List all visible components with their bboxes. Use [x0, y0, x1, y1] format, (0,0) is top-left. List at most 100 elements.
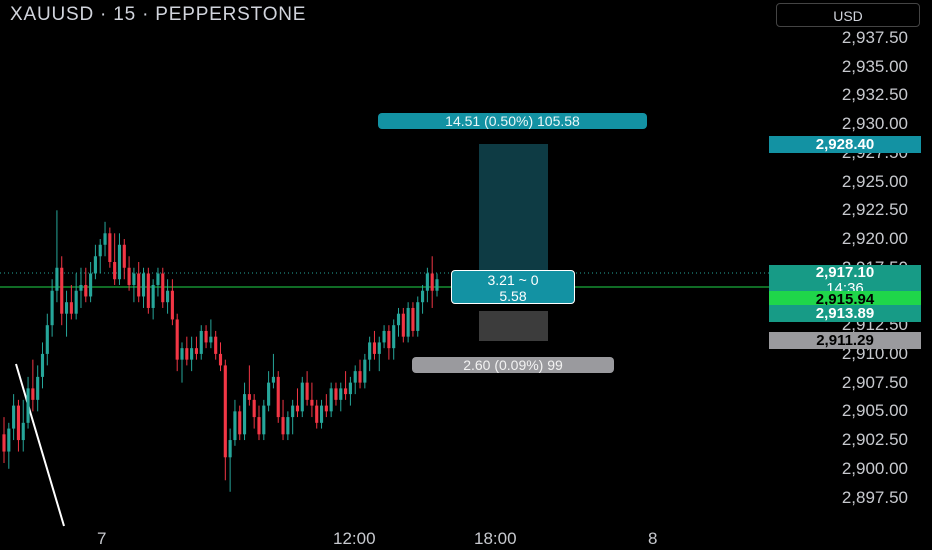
- candle-body: [416, 302, 420, 331]
- candle-body: [93, 256, 97, 274]
- time-tick-7: 7: [97, 529, 107, 548]
- candle-body: [291, 405, 295, 418]
- candle-body: [353, 371, 357, 383]
- candles-group: [2, 210, 439, 492]
- candle-body: [430, 273, 434, 291]
- candle-body: [209, 336, 213, 343]
- candle-body: [305, 382, 309, 400]
- trend-line[interactable]: [15, 363, 65, 527]
- candle-body: [141, 273, 146, 297]
- candle-body: [40, 353, 45, 377]
- price-tick: 2,932.50: [841, 85, 908, 105]
- candle-body: [199, 330, 203, 354]
- candle-body: [127, 267, 131, 285]
- candle-body: [113, 262, 117, 280]
- candle-body: [64, 302, 69, 314]
- price-tick: 2,930.00: [841, 114, 908, 134]
- stop-price-tag: 2,911.29: [769, 332, 921, 349]
- candle-body: [435, 279, 439, 291]
- candle-body: [392, 325, 396, 349]
- candle-body: [185, 348, 189, 360]
- candle-body: [161, 273, 165, 303]
- stop-zone[interactable]: [479, 311, 548, 341]
- candle-body: [146, 273, 150, 308]
- candle-body: [324, 405, 328, 412]
- candle-body: [175, 319, 179, 360]
- candle-body: [382, 330, 386, 343]
- candle-body: [31, 388, 35, 400]
- candle-body: [228, 440, 232, 458]
- candle-body: [137, 273, 141, 297]
- candle-body: [26, 388, 30, 423]
- candle-body: [223, 365, 227, 458]
- candle-body: [396, 313, 401, 326]
- symbol-title[interactable]: XAUUSD · 15 · PEPPERSTONE: [10, 4, 307, 25]
- center-label[interactable]: 3.21 ~ 0 5.58: [451, 270, 575, 304]
- candle-body: [151, 284, 155, 308]
- candle-body: [372, 342, 377, 354]
- candle-body: [21, 422, 25, 441]
- candle-body: [214, 336, 218, 354]
- candle-body: [276, 376, 280, 418]
- candle-body: [170, 290, 174, 320]
- price-tick: 2,907.50: [841, 372, 908, 392]
- candle-body: [180, 348, 184, 360]
- entry-price-tag: 2,915.94: [769, 291, 921, 308]
- candle-body: [50, 290, 54, 326]
- candle-body: [74, 290, 78, 314]
- candle-body: [218, 353, 223, 366]
- candle-body: [358, 371, 362, 383]
- target-label[interactable]: 14.51 (0.50%) 105.58: [378, 113, 647, 129]
- candle-body: [2, 434, 6, 452]
- candle-body: [55, 267, 59, 291]
- candle-body: [315, 405, 319, 423]
- price-tick: 2,922.50: [841, 200, 908, 220]
- candle-body: [12, 405, 16, 429]
- candle-body: [60, 267, 64, 314]
- last-price-value: 2,917.10: [815, 264, 875, 281]
- candle-body: [16, 405, 20, 441]
- candle-body: [194, 348, 199, 354]
- candle-body: [368, 342, 372, 360]
- candle-body: [117, 244, 122, 280]
- candle-body: [339, 388, 343, 400]
- target-zone[interactable]: [479, 144, 548, 287]
- candle-body: [267, 382, 271, 406]
- candle-body: [103, 233, 107, 245]
- price-tick: 2,897.50: [841, 487, 908, 507]
- candle-body: [242, 394, 247, 435]
- candle-body: [348, 382, 352, 395]
- time-tick-8: 8: [648, 529, 658, 548]
- price-tick: 2,902.50: [841, 430, 908, 450]
- candle-body: [401, 313, 405, 337]
- candle-body: [411, 307, 415, 331]
- candle-body: [257, 417, 261, 435]
- price-tick: 2,920.00: [841, 229, 908, 249]
- price-tick: 2,900.00: [841, 458, 908, 478]
- price-tick: 2,905.00: [841, 401, 908, 421]
- candle-body: [286, 417, 290, 435]
- time-tick-1800: 18:00: [474, 529, 517, 548]
- candle-body: [36, 376, 40, 400]
- candle-body: [310, 399, 314, 406]
- position-line-tag: 2,913.89: [769, 305, 921, 322]
- center-label-line2: 5.58: [499, 288, 527, 304]
- center-label-line1: 3.21 ~ 0: [487, 272, 539, 288]
- candle-body: [363, 359, 367, 383]
- candle-body: [79, 284, 83, 291]
- target-price-tag: 2,928.40: [769, 136, 921, 153]
- candle-body: [387, 330, 391, 349]
- candle-body: [84, 284, 88, 297]
- candle-body: [122, 244, 126, 268]
- currency-button[interactable]: USD: [776, 3, 920, 27]
- candle-body: [425, 273, 429, 291]
- price-tick: 2,935.00: [841, 56, 908, 76]
- candle-body: [166, 290, 170, 303]
- candle-body: [98, 244, 102, 257]
- price-tick: 2,937.50: [841, 28, 908, 47]
- candle-body: [406, 307, 410, 337]
- stop-label[interactable]: 2.60 (0.09%) 99: [412, 357, 614, 373]
- candle-body: [281, 417, 285, 435]
- candle-body: [233, 411, 237, 441]
